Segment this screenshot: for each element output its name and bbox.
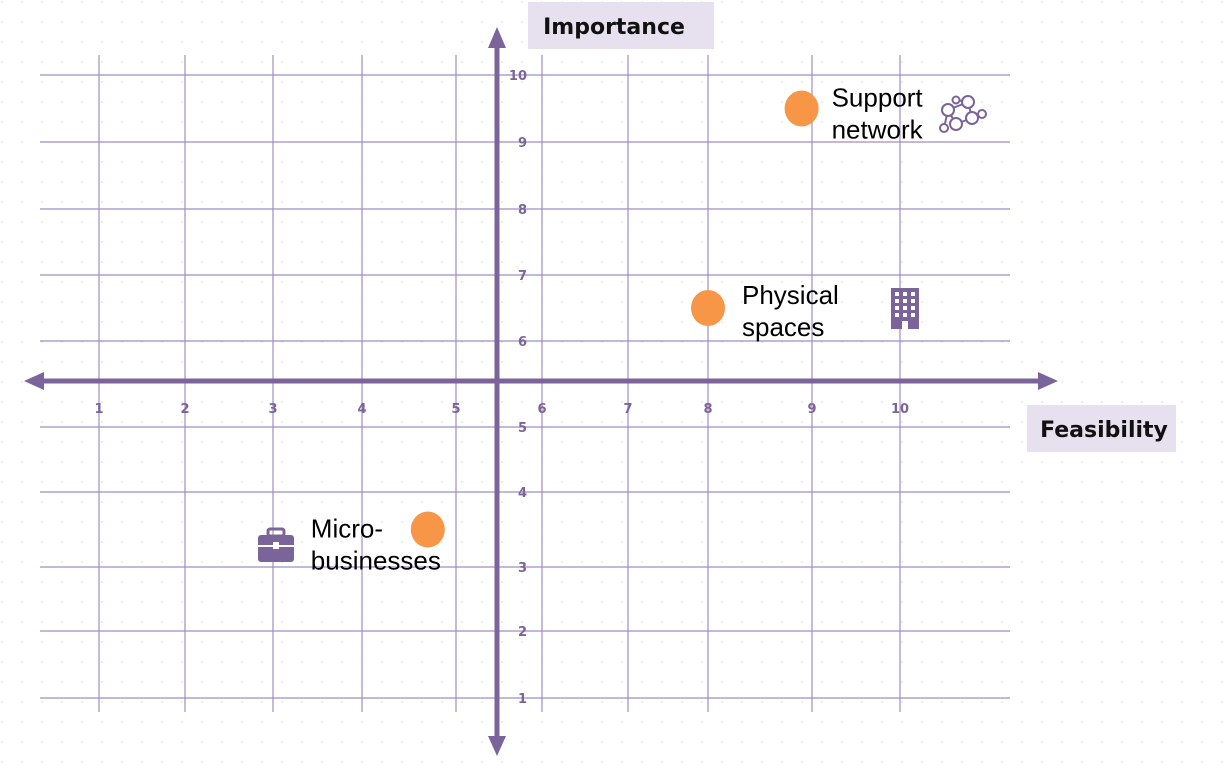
x-axis-title-background xyxy=(1027,405,1176,452)
x-tick-labels: 1 2 3 4 5 6 7 8 9 10 xyxy=(94,402,909,417)
x-axis-arrow-left xyxy=(24,372,44,390)
x-tick-label-5: 5 xyxy=(451,402,460,417)
x-tick-label-3: 3 xyxy=(268,402,277,417)
x-tick-label-6: 6 xyxy=(537,402,546,417)
x-axis-arrow-right xyxy=(1038,372,1058,390)
point-label-line-1: spaces xyxy=(742,312,824,342)
x-tick-label-1: 1 xyxy=(94,402,103,417)
x-tick-label-9: 9 xyxy=(807,402,816,417)
x-tick-label-7: 7 xyxy=(623,402,632,417)
y-tick-label-10: 10 xyxy=(509,69,527,84)
briefcase-icon xyxy=(258,527,294,562)
y-tick-label-7: 7 xyxy=(518,269,527,284)
y-axis-title-background xyxy=(528,2,714,49)
point-label-line-1: network xyxy=(832,115,924,145)
y-tick-label-2: 2 xyxy=(518,625,527,640)
point-marker xyxy=(784,90,819,127)
point-label-line-0: Support xyxy=(832,83,924,113)
point-label-line-0: Micro- xyxy=(311,514,383,544)
network-icon xyxy=(939,95,987,133)
x-tick-label-8: 8 xyxy=(703,402,712,417)
axes xyxy=(24,27,1058,756)
point-label-line-1: businesses xyxy=(311,546,441,576)
x-tick-label-2: 2 xyxy=(180,402,189,417)
point-label-line-0: Physical xyxy=(742,280,839,310)
data-point-2: Micro-businesses xyxy=(311,511,445,576)
x-axis-title: Feasibility xyxy=(1040,418,1168,443)
x-tick-label-4: 4 xyxy=(357,402,366,417)
point-marker xyxy=(410,511,445,548)
y-tick-label-5: 5 xyxy=(518,421,527,436)
x-tick-label-10: 10 xyxy=(891,402,909,417)
building-icon xyxy=(891,288,919,329)
y-tick-label-8: 8 xyxy=(518,203,527,218)
y-tick-label-6: 6 xyxy=(518,335,527,350)
y-tick-labels: 1 2 3 4 5 6 7 8 9 10 xyxy=(509,69,527,707)
y-axis-title: Importance xyxy=(543,15,685,40)
y-axis-arrow-down xyxy=(488,736,506,756)
y-tick-label-9: 9 xyxy=(518,136,527,151)
y-axis-arrow-up xyxy=(488,27,506,48)
y-tick-label-4: 4 xyxy=(518,486,527,501)
point-marker xyxy=(691,290,725,326)
y-tick-label-1: 1 xyxy=(518,692,527,707)
y-tick-label-3: 3 xyxy=(518,561,527,576)
